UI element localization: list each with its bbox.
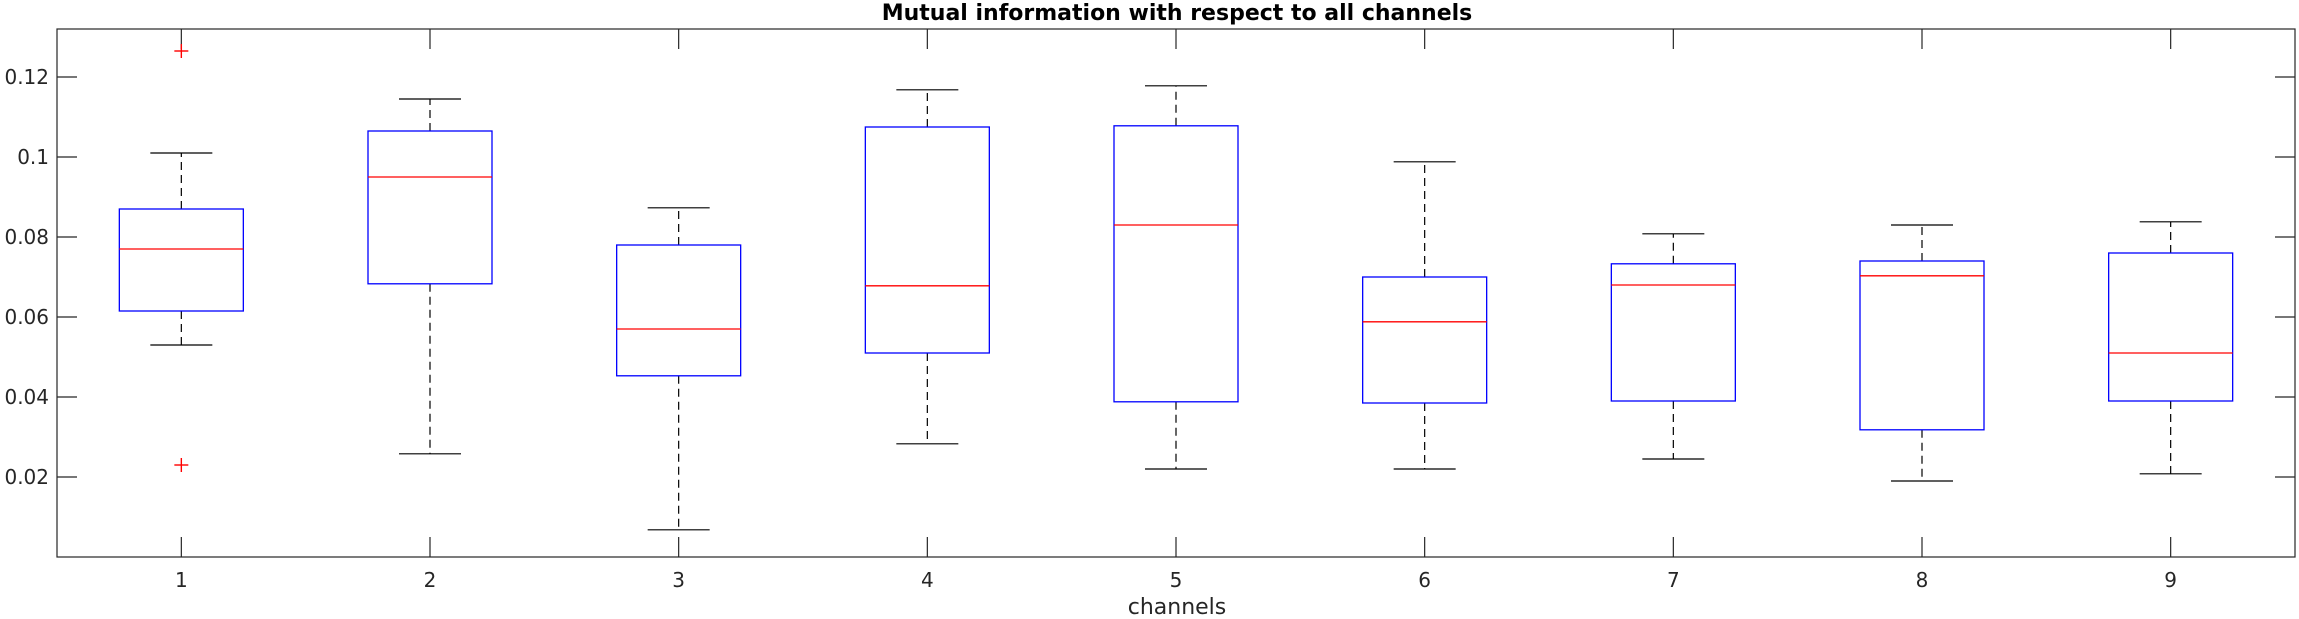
box-iqr — [367, 130, 493, 285]
chart-title: Mutual information with respect to all c… — [882, 1, 1473, 26]
box-iqr — [1113, 125, 1239, 403]
x-tick-label: 6 — [1418, 568, 1431, 592]
x-tick-label: 5 — [1170, 568, 1183, 592]
x-tick-label: 7 — [1667, 568, 1680, 592]
x-tick-label: 2 — [424, 568, 437, 592]
y-tick-label: 0.08 — [4, 225, 49, 249]
box-iqr — [1610, 263, 1736, 402]
box-iqr — [1362, 276, 1488, 404]
x-tick-label: 8 — [1916, 568, 1929, 592]
x-tick-label: 9 — [2164, 568, 2177, 592]
y-tick-label: 0.1 — [17, 145, 49, 169]
y-tick-label: 0.04 — [4, 385, 49, 409]
x-axis-label: channels — [1128, 595, 1227, 619]
box-iqr — [864, 126, 990, 354]
x-tick-label: 1 — [175, 568, 188, 592]
box-iqr — [2108, 252, 2234, 402]
box-iqr — [1859, 260, 1985, 431]
plot-area: 0.02 0.04 0.06 0.08 0.1 0.12 1 2 3 4 5 6 7 8 9 — [4, 28, 2296, 592]
x-tick-label: 3 — [672, 568, 685, 592]
y-tick-label: 0.06 — [4, 305, 49, 329]
y-tick-label: 0.12 — [4, 65, 49, 89]
x-tick-label: 4 — [921, 568, 934, 592]
y-tick-label: 0.02 — [4, 465, 49, 489]
box-iqr — [118, 208, 244, 312]
box-iqr — [616, 244, 742, 377]
